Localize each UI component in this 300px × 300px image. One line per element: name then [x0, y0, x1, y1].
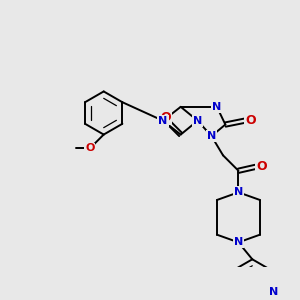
Text: N: N [234, 187, 243, 197]
Text: N: N [207, 131, 216, 141]
Text: N: N [212, 102, 221, 112]
Text: N: N [234, 237, 243, 248]
Text: O: O [256, 160, 267, 173]
Text: N: N [269, 286, 279, 297]
Text: O: O [85, 143, 94, 153]
Text: N: N [158, 116, 168, 126]
Text: N: N [193, 116, 202, 126]
Text: O: O [160, 111, 171, 124]
Text: O: O [245, 114, 256, 127]
